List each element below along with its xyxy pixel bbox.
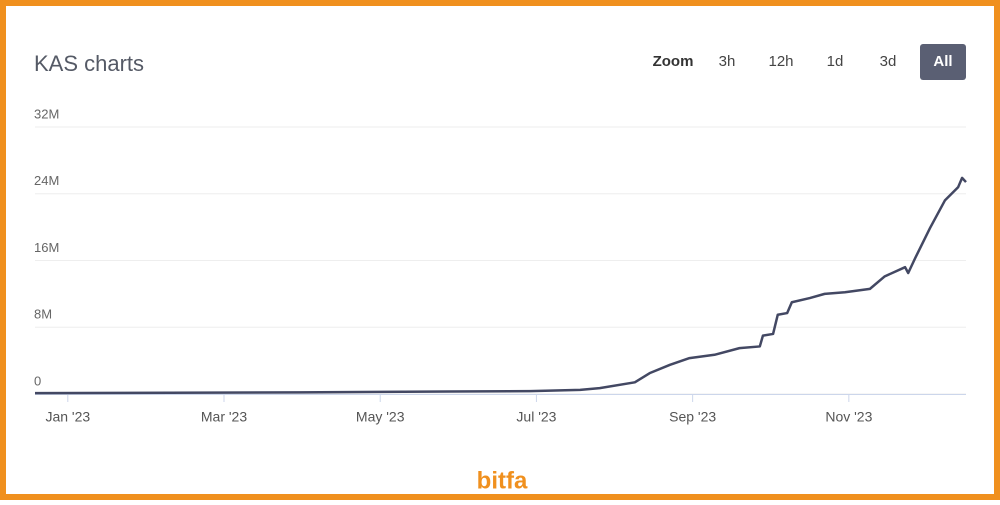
x-tick-label: Jul '23 <box>516 409 556 425</box>
x-tick-label: Sep '23 <box>669 409 716 425</box>
line-series <box>34 176 967 395</box>
zoom-active-bg[interactable] <box>920 44 966 80</box>
chart-title: KAS charts <box>34 51 144 76</box>
zoom-button[interactable]: All <box>933 53 952 70</box>
zoom-button[interactable]: 3d <box>880 53 897 70</box>
zoom-label: Zoom <box>653 53 694 70</box>
x-tick-label: Mar '23 <box>201 409 247 425</box>
y-tick-label: 8M <box>34 307 52 322</box>
x-tick-label: Nov '23 <box>825 409 872 425</box>
y-tick-label: 0 <box>34 373 41 388</box>
x-tick-label: May '23 <box>356 409 405 425</box>
watermark: bitfa <box>477 467 528 494</box>
zoom-button[interactable]: 1d <box>827 53 844 70</box>
zoom-all[interactable]: All <box>920 44 966 80</box>
zoom-3h[interactable]: 3h <box>719 53 736 70</box>
y-tick-label: 32M <box>34 106 59 121</box>
y-tick-label: 16M <box>34 240 59 255</box>
x-tick-label: Jan '23 <box>45 409 90 425</box>
zoom-button[interactable]: 12h <box>768 53 793 70</box>
zoom-3d[interactable]: 3d <box>880 53 897 70</box>
zoom-button[interactable]: 3h <box>719 53 736 70</box>
zoom-12h[interactable]: 12h <box>768 53 793 70</box>
y-tick-label: 24M <box>34 173 59 188</box>
zoom-1d[interactable]: 1d <box>827 53 844 70</box>
